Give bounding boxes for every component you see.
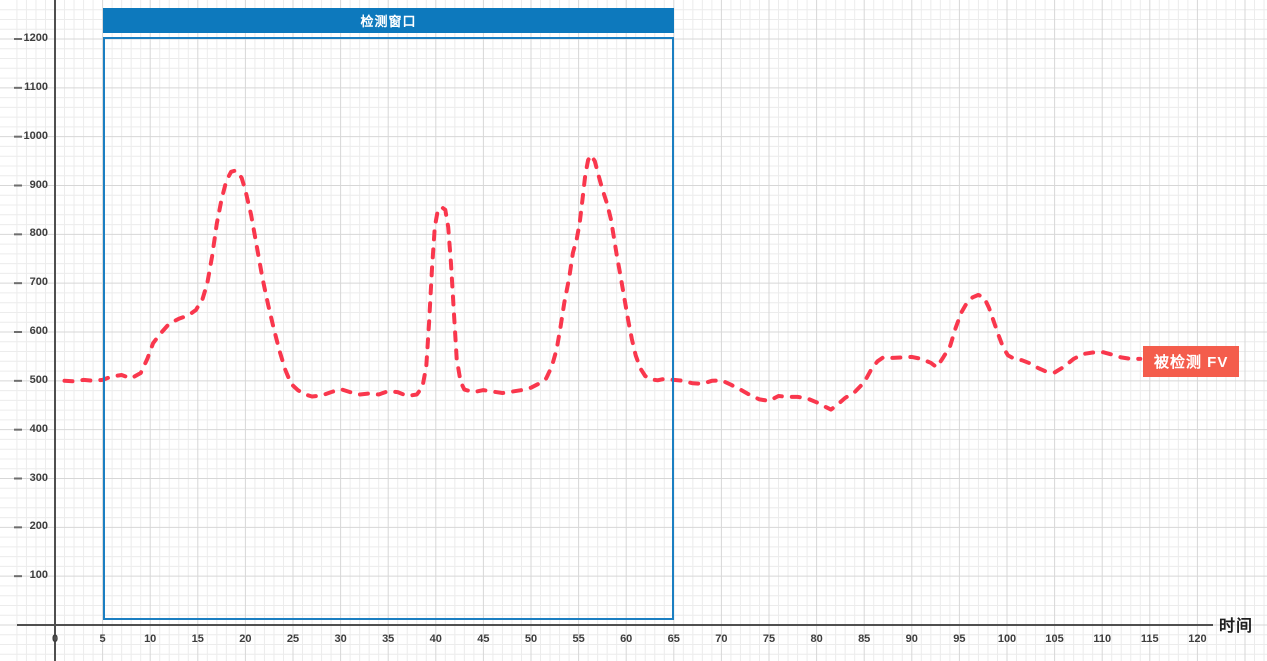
- detection-window-header: 检测窗口: [103, 8, 674, 33]
- y-tick-label: 600: [29, 325, 48, 337]
- data-series-line: [62, 153, 1143, 412]
- series-label-text: 被检测 FV: [1154, 354, 1229, 371]
- x-tick-label: 110: [1093, 633, 1112, 645]
- y-tick-label: 300: [29, 471, 48, 484]
- x-axis-title: 时间: [1219, 618, 1254, 635]
- x-tick-label: 70: [715, 633, 728, 645]
- x-axis-tick-labels: 0 5 10 15 20 25 30 35 40 45 50 55 60 65 70 75 80 85 90 95 10…: [0, 633, 1267, 649]
- x-tick-label: 30: [334, 633, 347, 645]
- x-tick-label: 115: [1140, 633, 1159, 645]
- y-tick-label: 1000: [23, 129, 48, 142]
- x-tick-label: 15: [191, 633, 204, 645]
- x-tick-label: 35: [382, 633, 395, 645]
- x-tick-label: 105: [1045, 633, 1064, 645]
- x-tick-label: 85: [858, 633, 871, 645]
- y-tick-label: 800: [29, 227, 48, 240]
- x-tick-label: 80: [810, 633, 823, 645]
- y-tick-label: 1200: [23, 32, 48, 44]
- x-tick-label: 120: [1188, 633, 1207, 645]
- series-label-badge: 被检测 FV: [1143, 346, 1240, 377]
- x-tick-label: 50: [524, 633, 538, 645]
- detection-window-title: 检测窗口: [360, 14, 417, 29]
- x-tick-label: 90: [905, 633, 918, 645]
- x-tick-label: 45: [477, 633, 490, 645]
- detection-window-rect: [103, 37, 674, 620]
- x-tick-label: 0: [51, 633, 59, 645]
- y-tick-label: 400: [29, 422, 48, 435]
- x-tick-label: 5: [99, 633, 106, 645]
- x-tick-label: 65: [667, 633, 680, 645]
- y-tick-label: 900: [29, 178, 48, 191]
- y-tick-label: 200: [29, 520, 48, 533]
- y-axis-tick-labels: 100 200 300 400 500 600 700 800 900 1000 1100 1200: [0, 0, 48, 661]
- y-tick-label: 100: [29, 569, 48, 582]
- x-tick-label: 10: [144, 633, 157, 645]
- x-tick-label: 25: [286, 633, 300, 645]
- x-tick-label: 55: [572, 633, 585, 645]
- x-tick-label: 60: [620, 633, 633, 645]
- x-tick-label: 75: [762, 633, 776, 645]
- y-tick-label: 700: [29, 276, 48, 289]
- x-tick-label: 100: [997, 633, 1017, 645]
- x-tick-label: 40: [429, 633, 442, 645]
- y-tick-label: 1100: [24, 80, 48, 93]
- y-tick-label: 500: [29, 373, 48, 386]
- x-tick-label: 20: [239, 633, 252, 645]
- x-tick-label: 95: [953, 633, 966, 645]
